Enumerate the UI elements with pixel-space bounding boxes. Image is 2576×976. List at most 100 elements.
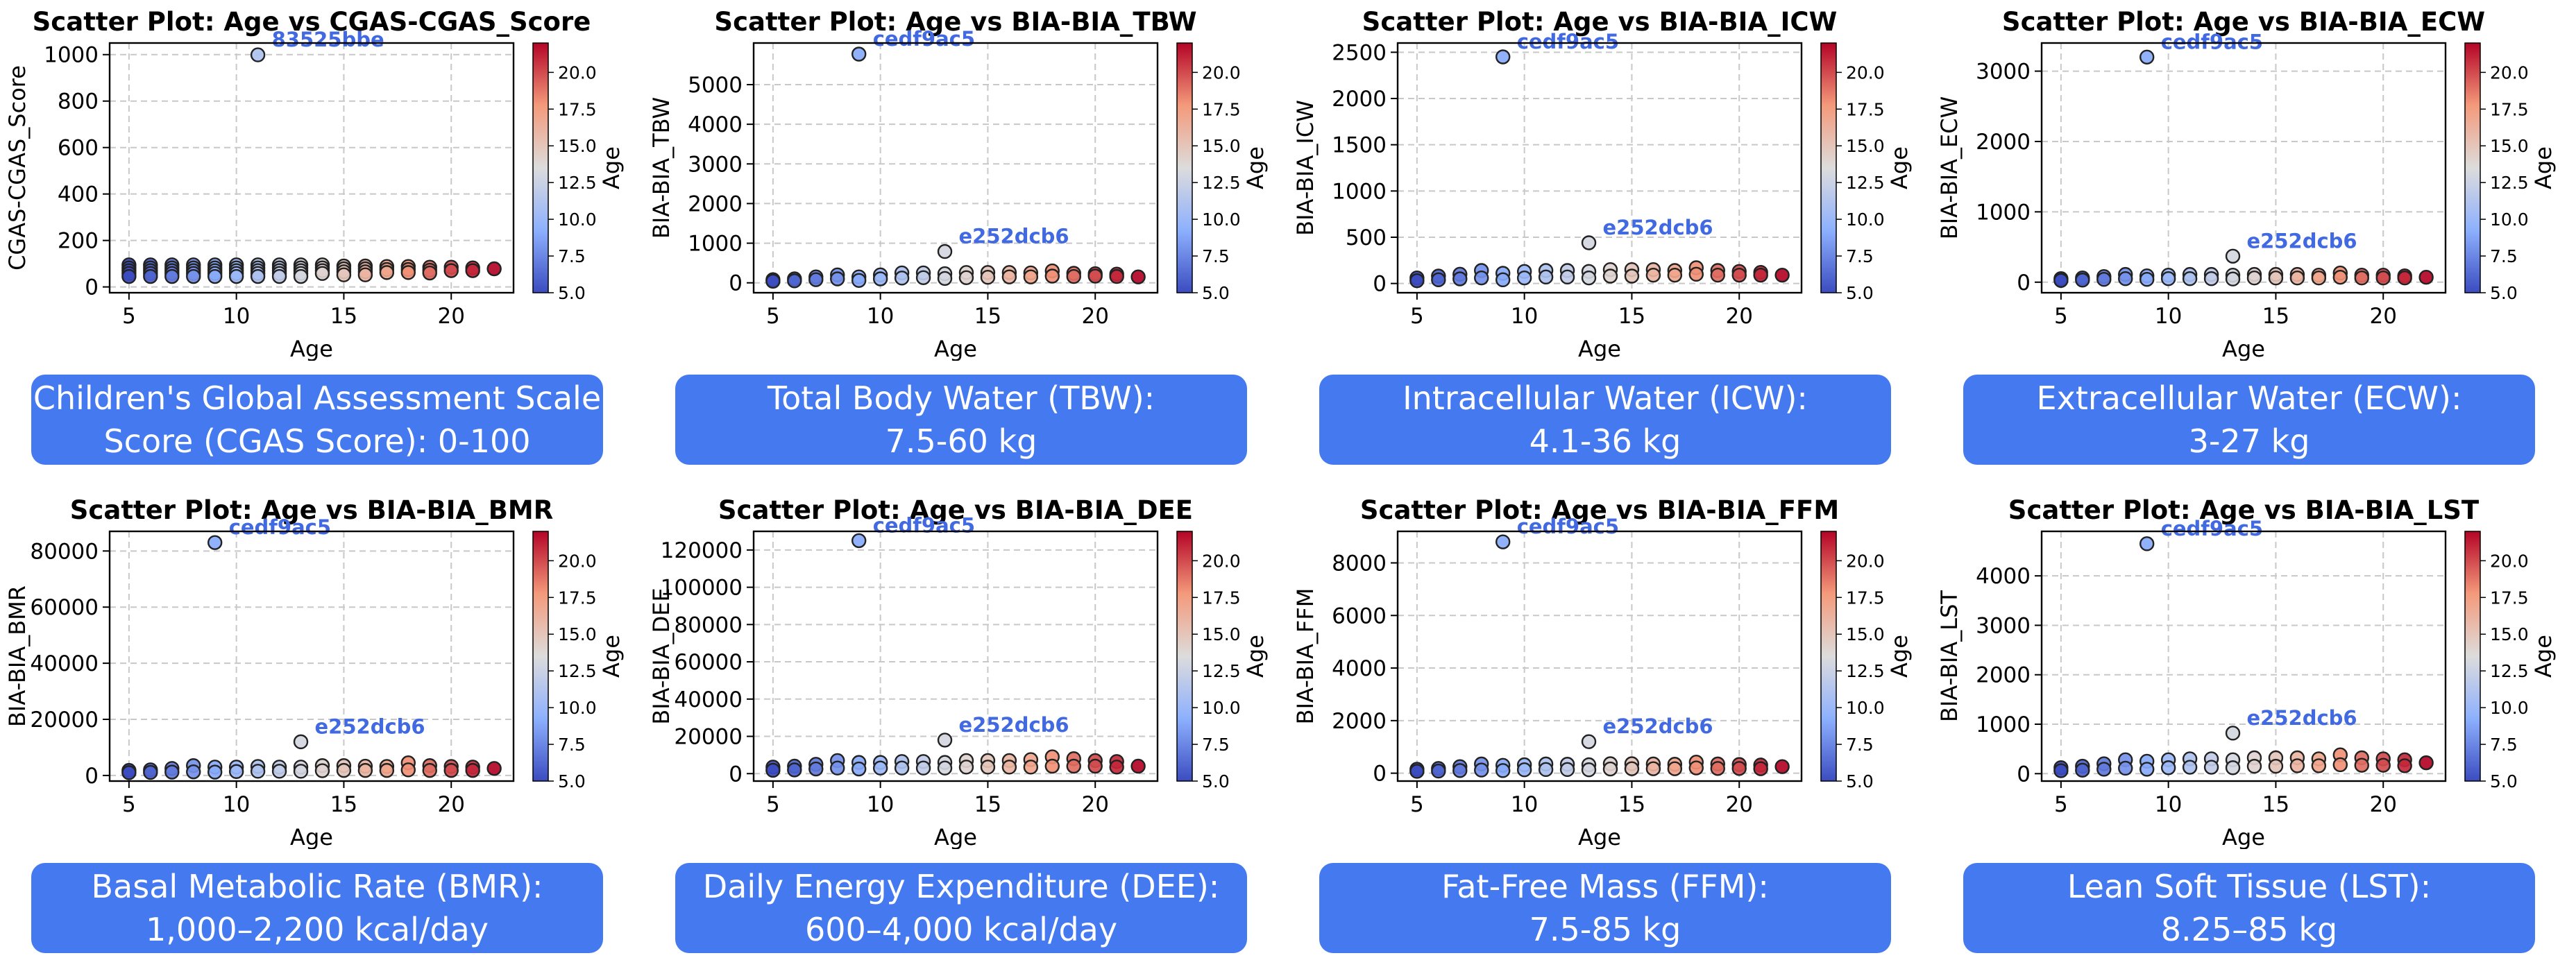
data-point bbox=[1581, 762, 1597, 778]
colorbar bbox=[532, 531, 549, 782]
data-point bbox=[336, 762, 352, 778]
chart-panel-4: Scatter Plot: Age vs BIA-BIA_ECW cedf9ac5… bbox=[1932, 0, 2576, 486]
data-point bbox=[2311, 758, 2327, 773]
x-axis-label: Age bbox=[2222, 336, 2265, 361]
scatter-plot: Scatter Plot: Age vs BIA-BIA_TBWcedf9ac5… bbox=[648, 7, 1269, 361]
reference-range-text: 7.5-85 kg bbox=[1529, 911, 1681, 948]
x-tick-label: 10 bbox=[223, 792, 250, 817]
point-annotation: cedf9ac5 bbox=[2161, 517, 2263, 540]
y-axis-label: BIA-BIA_ECW bbox=[1936, 96, 1963, 239]
colorbar-tick-label: 5.0 bbox=[1846, 771, 1874, 791]
colorbar-tick-label: 15.0 bbox=[558, 136, 597, 156]
y-tick-label: 3000 bbox=[1976, 613, 2031, 638]
colorbar-tick-label: 7.5 bbox=[1846, 246, 1874, 266]
x-tick-label: 10 bbox=[867, 792, 894, 817]
colorbar-tick-label: 5.0 bbox=[1846, 283, 1874, 303]
data-point bbox=[207, 535, 223, 550]
data-point bbox=[1753, 761, 1768, 776]
data-point bbox=[1066, 758, 1081, 774]
x-axis-label: Age bbox=[2222, 824, 2265, 849]
data-point bbox=[186, 268, 201, 284]
colorbar-tick-label: 12.5 bbox=[1846, 173, 1885, 193]
data-point bbox=[1495, 49, 1511, 65]
x-axis-label: Age bbox=[290, 824, 333, 849]
data-point bbox=[314, 763, 330, 778]
reference-range-text: 600–4,000 kcal/day bbox=[804, 911, 1118, 948]
data-point bbox=[808, 272, 824, 287]
data-point bbox=[2139, 762, 2155, 777]
data-point bbox=[872, 760, 888, 776]
colorbar-tick-label: 15.0 bbox=[1202, 624, 1241, 644]
data-point bbox=[851, 46, 867, 62]
colorbar-tick-label: 15.0 bbox=[2490, 136, 2529, 156]
y-tick-label: 200 bbox=[58, 229, 99, 254]
point-annotation: cedf9ac5 bbox=[873, 27, 975, 51]
data-point bbox=[1431, 272, 1446, 288]
data-point bbox=[2246, 271, 2262, 286]
reference-range-box: Total Body Water (TBW): 7.5-60 kg bbox=[675, 375, 1247, 465]
reference-range-text: Daily Energy Expenditure (DEE): bbox=[702, 868, 1220, 905]
point-annotation: e252dcb6 bbox=[959, 225, 1069, 248]
data-point bbox=[400, 265, 416, 280]
point-annotation: cedf9ac5 bbox=[1517, 515, 1619, 538]
data-point bbox=[2354, 271, 2369, 286]
data-point bbox=[1559, 269, 1575, 285]
data-point bbox=[1710, 267, 1725, 283]
reference-range-text: Total Body Water (TBW): bbox=[767, 379, 1155, 417]
point-annotation: cedf9ac5 bbox=[873, 513, 975, 537]
x-tick-label: 10 bbox=[2155, 304, 2182, 329]
scatter-plot: Scatter Plot: Age vs BIA-BIA_LSTcedf9ac5… bbox=[1936, 495, 2557, 849]
x-tick-label: 20 bbox=[437, 792, 464, 817]
x-tick-label: 20 bbox=[1725, 792, 1752, 817]
data-point bbox=[1516, 270, 1532, 286]
data-point bbox=[2311, 271, 2327, 286]
data-point bbox=[465, 762, 480, 778]
data-point bbox=[958, 760, 974, 775]
data-point bbox=[1581, 270, 1597, 286]
reference-range-text: 8.25–85 kg bbox=[2160, 911, 2338, 948]
colorbar-tick-label: 10.0 bbox=[558, 698, 597, 718]
y-tick-label: 2000 bbox=[1976, 130, 2031, 155]
data-point bbox=[164, 764, 180, 780]
reference-range-text: Score (CGAS Score): 0-100 bbox=[103, 422, 531, 460]
data-point bbox=[980, 760, 996, 775]
colorbar-tick-label: 7.5 bbox=[1202, 246, 1230, 266]
x-axis-label: Age bbox=[290, 336, 333, 361]
colorbar-tick-label: 5.0 bbox=[1202, 283, 1230, 303]
y-axis-label: BIA-BIA_TBW bbox=[648, 97, 675, 239]
x-tick-label: 10 bbox=[2155, 792, 2182, 817]
y-tick-label: 0 bbox=[85, 764, 99, 789]
data-point bbox=[2418, 755, 2434, 771]
data-point bbox=[1624, 268, 1640, 284]
y-tick-label: 0 bbox=[1373, 272, 1387, 297]
y-axis-label: BIA-BIA_LST bbox=[1936, 590, 1963, 722]
y-tick-label: 3000 bbox=[688, 152, 743, 177]
colorbar bbox=[532, 42, 549, 293]
data-point bbox=[121, 268, 137, 284]
x-tick-label: 20 bbox=[1081, 792, 1108, 817]
y-axis-label: BIA-BIA_FFM bbox=[1292, 588, 1319, 725]
data-point bbox=[1001, 760, 1017, 775]
data-point bbox=[314, 266, 330, 281]
data-point bbox=[1774, 759, 1790, 774]
data-point bbox=[980, 270, 996, 285]
chart-title: Scatter Plot: Age vs BIA-BIA_DEE bbox=[718, 495, 1193, 525]
point-annotation: e252dcb6 bbox=[2247, 229, 2357, 252]
colorbar-tick-label: 10.0 bbox=[558, 209, 597, 230]
y-tick-label: 2000 bbox=[688, 191, 743, 216]
y-tick-label: 120000 bbox=[661, 538, 743, 563]
x-tick-label: 15 bbox=[974, 304, 1001, 329]
colorbar-tick-label: 17.5 bbox=[1846, 588, 1885, 608]
chart-panel-7: Scatter Plot: Age vs BIA-BIA_FFM cedf9ac5… bbox=[1288, 488, 1932, 974]
data-point bbox=[207, 764, 223, 780]
data-point bbox=[443, 762, 459, 778]
reference-range-text: 3-27 kg bbox=[2188, 422, 2310, 460]
data-point bbox=[1753, 267, 1768, 283]
data-point bbox=[250, 268, 266, 284]
y-tick-label: 2000 bbox=[1332, 709, 1387, 734]
y-tick-label: 40000 bbox=[674, 687, 743, 712]
colorbar bbox=[1820, 42, 1837, 293]
y-axis-label: CGAS-CGAS_Score bbox=[4, 65, 31, 271]
colorbar-tick-label: 15.0 bbox=[1846, 136, 1885, 156]
colorbar-tick-label: 20.0 bbox=[1202, 62, 1241, 83]
